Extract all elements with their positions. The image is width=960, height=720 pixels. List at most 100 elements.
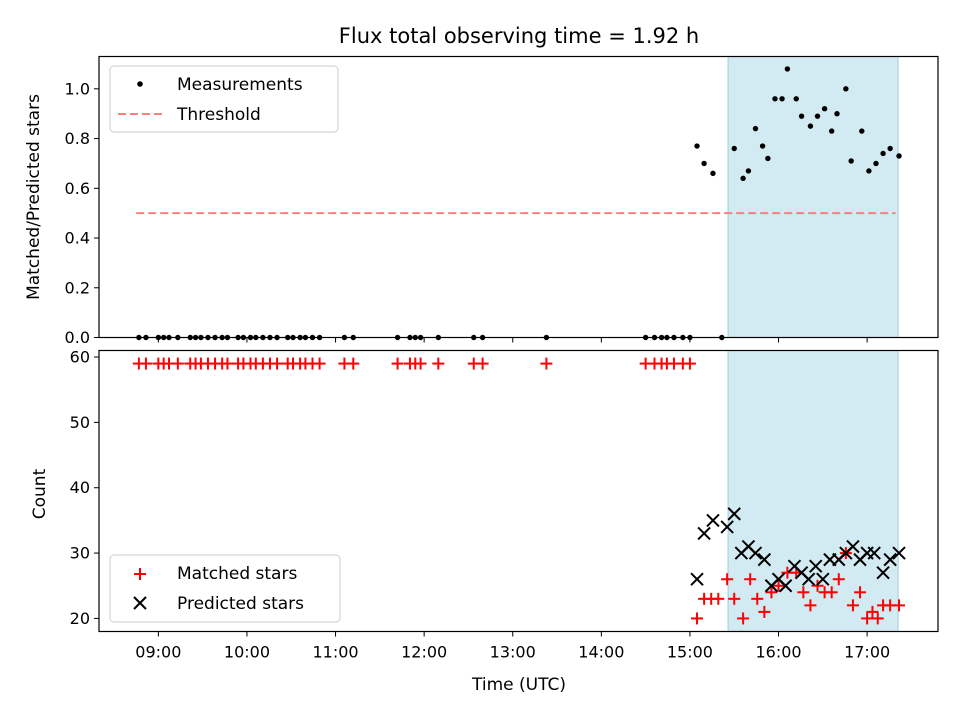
predicted-star-point — [697, 526, 711, 541]
highlight-span-bottom — [727, 350, 899, 632]
top-y-axis: 0.0 0.2 0.4 0.6 0.8 1.0 — [65, 79, 99, 347]
measurement-point — [843, 86, 849, 92]
predicted-star-point — [809, 559, 823, 573]
matched-star-point — [728, 592, 741, 605]
x-tick-label: 11:00 — [312, 643, 358, 662]
measurement-point — [834, 110, 840, 117]
matched-star-point — [871, 612, 884, 625]
predicted-star-point — [801, 572, 816, 586]
predicted-star-point — [876, 565, 890, 580]
matched-star-point — [765, 586, 778, 599]
matched-star-point — [271, 357, 284, 370]
bottom-y-axis-label: Count — [30, 468, 50, 519]
matched-star-point — [476, 357, 489, 370]
x-axis-label: Time (UTC) — [471, 675, 566, 695]
measurement-point — [887, 145, 893, 152]
measurement-point — [880, 150, 886, 157]
x-tick-label: 17:00 — [844, 643, 890, 662]
matched-star-point — [683, 357, 696, 370]
y-tick-label: 20 — [70, 609, 90, 628]
predicted-star-point — [748, 546, 763, 560]
measurement-point — [784, 66, 791, 72]
matched-star-point — [893, 599, 906, 612]
legend-measurements-label: Measurements — [177, 75, 303, 95]
measurement-point — [821, 106, 828, 112]
matched-star-point — [139, 357, 152, 370]
top-x-axis — [157, 337, 868, 343]
matched-star-point — [712, 592, 725, 605]
chart-title: Flux total observing time = 1.92 h — [339, 24, 699, 48]
matched-star-point — [171, 357, 184, 370]
matched-star-point — [744, 573, 757, 586]
legend-matched-marker — [134, 568, 146, 580]
bottom-axes-frame — [98, 349, 939, 633]
top-axes-frame — [98, 55, 939, 339]
y-tick-label: 0.8 — [65, 129, 90, 148]
matched-star-point — [313, 357, 326, 370]
top-legend-box — [109, 65, 339, 133]
predicted-star-point — [720, 520, 734, 534]
y-tick-label: 40 — [70, 478, 90, 497]
matched-star-point — [797, 586, 810, 599]
matched-star-point — [854, 586, 867, 599]
x-tick-label: 14:00 — [578, 643, 624, 662]
predicted-star-point — [816, 572, 830, 586]
matched-star-point — [432, 357, 445, 370]
measurement-point — [701, 160, 707, 167]
legend-measurements-marker — [137, 81, 143, 87]
matched-star-point — [751, 592, 764, 605]
top-panel: 0.0 0.2 0.4 0.6 0.8 1.0 Matched/Predicted sta… — [24, 55, 939, 347]
measurement-point — [866, 168, 872, 174]
x-tick-label: 15:00 — [667, 643, 713, 662]
predicted-star-point — [757, 552, 772, 567]
predicted-star-point — [778, 579, 793, 593]
measurement-point — [745, 168, 752, 174]
bottom-legend: Matched stars Predicted stars — [109, 554, 341, 623]
y-tick-label: 0.0 — [65, 328, 90, 347]
matched-star-point — [825, 586, 838, 599]
matched-star-point — [861, 612, 874, 625]
bottom-marks — [132, 357, 906, 625]
bottom-x-axis: 09:00 10:00 11:00 12:00 13:00 14:00 15:00 16:00… — [135, 631, 890, 662]
legend-threshold-label: Threshold — [176, 105, 261, 125]
matched-star-point — [737, 612, 750, 625]
measurement-point — [793, 96, 799, 102]
legend-predicted-label: Predicted stars — [177, 594, 304, 614]
x-tick-label: 12:00 — [401, 643, 447, 662]
measurement-point — [848, 158, 854, 164]
measurement-point — [896, 153, 902, 159]
y-tick-label: 0.2 — [65, 278, 90, 297]
matched-star-point — [721, 573, 734, 586]
x-tick-label: 09:00 — [135, 643, 181, 662]
predicted-star-point — [706, 513, 720, 528]
matched-star-point — [866, 605, 879, 618]
measurement-point — [772, 96, 778, 102]
matched-star-point — [414, 357, 427, 370]
measurement-point — [807, 123, 814, 129]
top-legend: Measurements Threshold — [109, 65, 339, 133]
predicted-star-point — [690, 572, 704, 586]
bottom-panel: 20 30 40 50 60 09:00 10:00 11:00 12:00 13:00 14:0… — [30, 348, 939, 695]
matched-star-point — [391, 357, 404, 370]
legend-matched-label: Matched stars — [177, 564, 297, 584]
matched-star-point — [846, 599, 859, 612]
measurement-point — [859, 128, 865, 134]
measurement-point — [779, 96, 785, 102]
measurement-point — [694, 143, 700, 149]
y-tick-label: 50 — [70, 413, 90, 432]
x-tick-label: 13:00 — [490, 643, 536, 662]
matched-star-point — [691, 612, 704, 625]
matched-star-point — [221, 357, 234, 370]
highlight-span-top — [727, 56, 899, 338]
matched-star-point — [347, 357, 360, 370]
measurement-point — [798, 113, 805, 119]
y-tick-label: 0.4 — [65, 229, 90, 248]
measurement-point — [759, 143, 766, 149]
matched-star-point — [758, 605, 771, 618]
y-tick-label: 1.0 — [65, 79, 90, 98]
measurement-point — [765, 155, 771, 162]
x-tick-label: 10:00 — [224, 643, 270, 662]
measurement-point — [814, 113, 821, 119]
y-tick-label: 30 — [70, 544, 90, 563]
